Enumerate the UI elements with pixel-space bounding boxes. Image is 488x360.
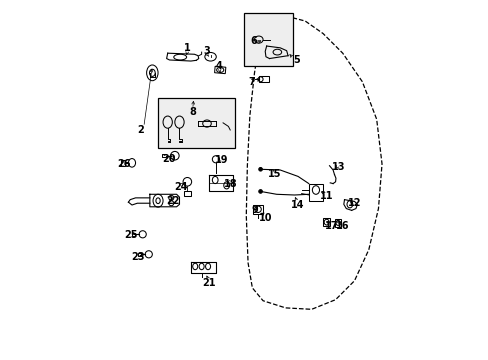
Bar — [214, 66, 225, 74]
Text: 17: 17 — [325, 221, 338, 231]
Text: 12: 12 — [347, 198, 361, 208]
Text: 8: 8 — [189, 107, 196, 117]
Text: 14: 14 — [290, 200, 304, 210]
Text: 2: 2 — [137, 125, 144, 135]
Text: 15: 15 — [267, 168, 281, 179]
Ellipse shape — [258, 190, 262, 193]
Text: 19: 19 — [214, 156, 227, 165]
Text: 9: 9 — [251, 205, 258, 215]
Text: 25: 25 — [124, 230, 137, 240]
Text: 18: 18 — [224, 179, 237, 189]
Bar — [121, 160, 124, 166]
Bar — [183, 192, 190, 196]
Text: 22: 22 — [166, 197, 180, 206]
Bar — [334, 219, 341, 227]
Text: 7: 7 — [248, 77, 255, 87]
Text: 20: 20 — [163, 154, 176, 163]
Text: 24: 24 — [174, 182, 187, 192]
Bar — [308, 184, 322, 201]
Text: 23: 23 — [131, 252, 144, 262]
Text: 1: 1 — [183, 43, 190, 53]
Text: 16: 16 — [335, 221, 349, 231]
Text: 26: 26 — [117, 159, 130, 169]
Text: 6: 6 — [249, 36, 256, 46]
Bar — [259, 76, 268, 82]
Bar — [323, 218, 329, 226]
Bar — [158, 98, 234, 148]
Bar — [253, 205, 263, 214]
Text: 3: 3 — [203, 46, 210, 57]
Text: 5: 5 — [292, 55, 299, 65]
Bar — [244, 13, 292, 66]
Text: 10: 10 — [258, 212, 271, 222]
Ellipse shape — [258, 167, 262, 171]
Text: 11: 11 — [319, 191, 333, 201]
Text: 13: 13 — [332, 162, 345, 172]
Text: 21: 21 — [202, 278, 215, 288]
Text: 4: 4 — [216, 61, 223, 71]
